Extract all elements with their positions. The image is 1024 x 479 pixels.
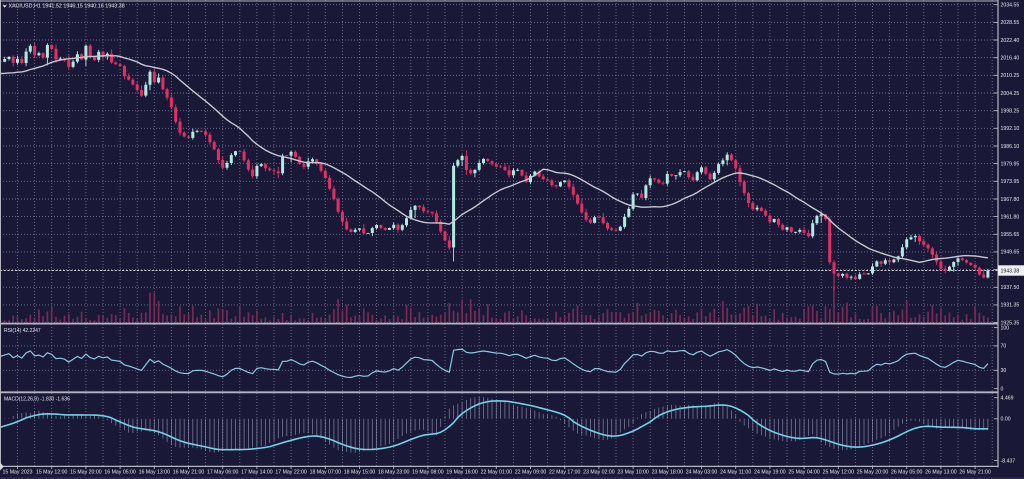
svg-text:RSI(14) 42.2247: RSI(14) 42.2247 (4, 328, 41, 334)
svg-text:1973.95: 1973.95 (1001, 179, 1020, 185)
svg-text:70: 70 (1001, 344, 1007, 350)
svg-text:1925.35: 1925.35 (1001, 320, 1020, 326)
svg-text:23 May 18:00: 23 May 18:00 (652, 470, 684, 476)
svg-text:23 May 10:00: 23 May 10:00 (617, 470, 649, 476)
svg-text:2010.25: 2010.25 (1001, 73, 1020, 79)
svg-text:1937.50: 1937.50 (1001, 285, 1020, 291)
svg-text:0: 0 (1001, 386, 1004, 392)
svg-text:18 May 23:00: 18 May 23:00 (378, 470, 410, 476)
svg-text:16 May 21:00: 16 May 21:00 (173, 470, 205, 476)
svg-text:26 May 05:00: 26 May 05:00 (891, 470, 923, 476)
svg-text:4.469: 4.469 (1001, 396, 1014, 402)
svg-text:1967.80: 1967.80 (1001, 197, 1020, 203)
svg-text:18 May 07:00: 18 May 07:00 (310, 470, 342, 476)
svg-text:18 May 15:00: 18 May 15:00 (344, 470, 376, 476)
svg-text:1943.38: 1943.38 (1001, 269, 1020, 275)
svg-text:17 May 06:00: 17 May 06:00 (207, 470, 239, 476)
svg-text:26 May 13:00: 26 May 13:00 (925, 470, 957, 476)
svg-text:2034.55: 2034.55 (1001, 3, 1020, 9)
svg-text:16 May 13:00: 16 May 13:00 (139, 470, 171, 476)
svg-text:30: 30 (1001, 368, 1007, 374)
svg-text:0.00: 0.00 (1001, 417, 1011, 423)
svg-text:22 May 09:00: 22 May 09:00 (515, 470, 547, 476)
svg-text:2028.55: 2028.55 (1001, 20, 1020, 26)
svg-text:23 May 02:00: 23 May 02:00 (583, 470, 615, 476)
svg-text:25 May 04:00: 25 May 04:00 (788, 470, 820, 476)
svg-text:2022.40: 2022.40 (1001, 38, 1020, 44)
svg-text:19 May 16:00: 19 May 16:00 (446, 470, 478, 476)
svg-text:24 May 03:00: 24 May 03:00 (686, 470, 718, 476)
svg-text:1955.65: 1955.65 (1001, 232, 1020, 238)
svg-text:15 May 12:00: 15 May 12:00 (36, 470, 68, 476)
svg-text:1992.10: 1992.10 (1001, 126, 1020, 132)
svg-text:19 May 08:00: 19 May 08:00 (412, 470, 444, 476)
svg-text:1949.65: 1949.65 (1001, 250, 1020, 256)
svg-text:25 May 20:00: 25 May 20:00 (857, 470, 889, 476)
svg-text:1931.35: 1931.35 (1001, 303, 1020, 309)
svg-text:26 May 21:00: 26 May 21:00 (959, 470, 991, 476)
svg-text:24 May 19:00: 24 May 19:00 (754, 470, 786, 476)
svg-text:XAU/USD,H1 1941.52 1946.15 19: XAU/USD,H1 1941.52 1946.15 1940.16 1943.… (9, 4, 125, 10)
svg-text:100: 100 (1001, 325, 1010, 331)
svg-text:17 May 14:00: 17 May 14:00 (241, 470, 273, 476)
svg-text:22 May 01:00: 22 May 01:00 (481, 470, 513, 476)
svg-text:15 May 20:00: 15 May 20:00 (70, 470, 102, 476)
svg-text:MACD(12,26,9) -1.830 -1.636: MACD(12,26,9) -1.830 -1.636 (4, 397, 70, 403)
svg-text:25 May 12:00: 25 May 12:00 (823, 470, 855, 476)
svg-text:22 May 17:00: 22 May 17:00 (549, 470, 581, 476)
svg-text:1986.10: 1986.10 (1001, 144, 1020, 150)
svg-text:-8.437: -8.437 (1001, 458, 1016, 464)
svg-text:24 May 11:00: 24 May 11:00 (720, 470, 751, 476)
svg-text:2016.40: 2016.40 (1001, 56, 1020, 62)
svg-text:1998.25: 1998.25 (1001, 109, 1020, 115)
svg-text:2004.25: 2004.25 (1001, 91, 1020, 97)
svg-text:15 May 2023: 15 May 2023 (3, 470, 33, 476)
svg-text:1979.95: 1979.95 (1001, 161, 1020, 167)
svg-text:1961.80: 1961.80 (1001, 214, 1020, 220)
svg-text:16 May 05:00: 16 May 05:00 (104, 470, 136, 476)
svg-text:17 May 22:00: 17 May 22:00 (275, 470, 307, 476)
